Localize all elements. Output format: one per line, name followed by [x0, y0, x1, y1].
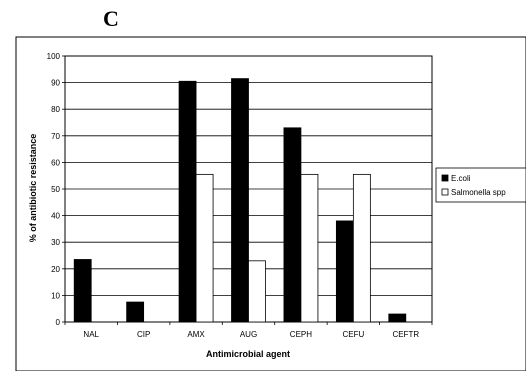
bar-ecoli-nal [73, 259, 92, 323]
y-tick-label: 70 [51, 132, 60, 141]
y-tick-label: 20 [51, 265, 60, 274]
bar-salmonella-ceph [300, 173, 319, 323]
legend-label-ecoli: E.coli [451, 174, 471, 183]
legend-swatch-ecoli [441, 174, 449, 182]
x-tick-label: AUG [240, 330, 257, 339]
y-tick-label: 80 [51, 105, 60, 114]
legend-label-salmonella: Salmonella spp [451, 188, 506, 197]
bar-ecoli-amx [178, 80, 197, 323]
bar-salmonella-aug [248, 260, 266, 323]
y-tick-label: 60 [51, 158, 60, 167]
legend-box [435, 167, 526, 203]
bar-ecoli-cefu [335, 220, 354, 323]
bar-ecoli-ceftr [388, 313, 407, 323]
x-tick-label: CEFTR [392, 330, 419, 339]
x-tick-label: CEFU [342, 330, 364, 339]
panel-label: C [103, 6, 119, 31]
bar-salmonella-amx [195, 173, 214, 323]
y-axis-ticks: 0 10 20 30 40 50 60 70 80 90 100 [47, 52, 65, 327]
chart-area [15, 36, 526, 371]
y-tick-label: 30 [51, 238, 60, 247]
bars [73, 78, 407, 323]
legend: E.coli Salmonella spp [435, 167, 526, 203]
x-tick-label: CEPH [290, 330, 312, 339]
x-axis-ticks: NAL CIP AMX AUG CEPH CEFU CEFTR [64, 322, 433, 339]
x-tick-label: AMX [187, 330, 205, 339]
x-tick-label: CIP [137, 330, 150, 339]
y-tick-label: 90 [51, 79, 60, 88]
bar-ecoli-aug [231, 78, 249, 323]
legend-swatch-salmonella [441, 188, 449, 196]
y-tick-label: 10 [51, 291, 60, 300]
y-tick-label: 50 [51, 185, 60, 194]
y-tick-label: 100 [47, 52, 61, 61]
x-tick-label: NAL [83, 330, 99, 339]
y-axis-title: % of antibiotic resistance [28, 134, 38, 243]
bar-salmonella-cefu [352, 173, 371, 323]
x-axis-title: Antimicrobial agent [206, 349, 290, 359]
y-tick-label: 40 [51, 212, 60, 221]
y-tick-label: 0 [56, 318, 61, 327]
bar-ecoli-ceph [283, 127, 302, 323]
bar-ecoli-cip [126, 301, 145, 323]
